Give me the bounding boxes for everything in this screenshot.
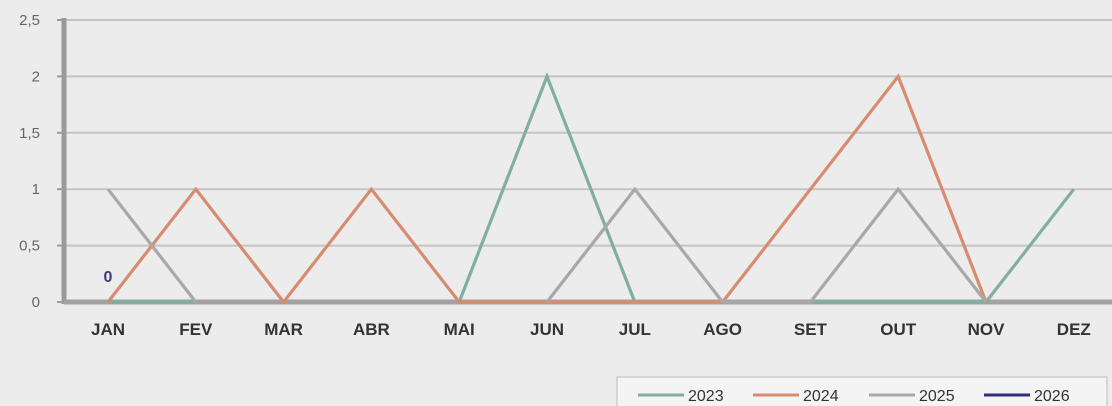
x-tick-label: OUT [880,320,917,339]
x-tick-label: NOV [968,320,1006,339]
y-tick-label: 0 [32,294,40,311]
series-line-2025 [545,186,988,304]
x-tick-label: JUN [530,320,564,339]
legend-label: 2024 [803,388,839,405]
x-tick-label: AGO [703,320,742,339]
y-tick-label: 0,5 [19,238,40,255]
x-tick-label: ABR [353,320,390,339]
legend-label: 2026 [1034,388,1070,405]
x-tick-label: MAR [264,320,303,339]
legend-label: 2025 [919,388,955,405]
x-tick-label: JAN [91,320,125,339]
legend-box [616,376,1108,406]
x-tick-label: FEV [179,320,213,339]
x-tick-label: MAI [444,320,475,339]
y-tick-label: 1,5 [19,125,40,142]
data-label: 0 [104,269,113,286]
series-line-2023 [810,188,1076,304]
y-tick-label: 2 [32,68,40,85]
x-tick-label: JUL [619,320,651,339]
x-tick-label: SET [794,320,828,339]
series-line-2025 [106,188,198,303]
y-tick-label: 1 [32,181,40,198]
legend-label: 2023 [688,388,724,405]
x-tick-label: DEZ [1057,320,1091,339]
y-tick-label: 2,5 [19,12,40,29]
